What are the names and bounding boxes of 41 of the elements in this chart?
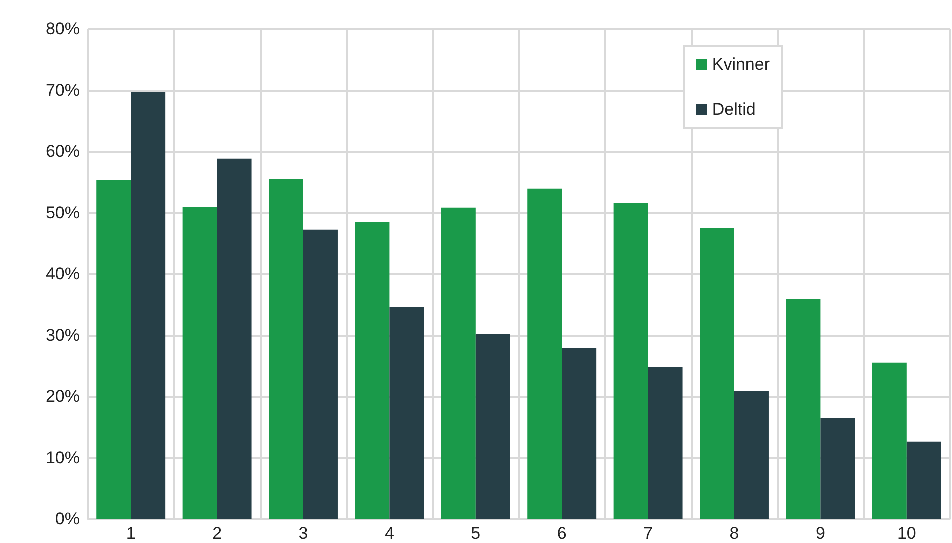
y-tick-label: 0%: [55, 510, 80, 528]
x-tick-label: 5: [471, 524, 481, 543]
bar: [131, 92, 166, 519]
bar: [872, 362, 907, 519]
y-tick-label: 20%: [46, 387, 80, 406]
y-tick-label: 80%: [46, 20, 80, 38]
bar: [355, 222, 390, 519]
bar: [182, 207, 218, 519]
y-tick-label: 60%: [46, 142, 80, 161]
bar: [269, 179, 304, 519]
legend-label: Deltid: [712, 100, 756, 119]
bar: [786, 299, 821, 519]
x-tick-label: 6: [557, 524, 567, 543]
bar: [304, 230, 338, 519]
x-tick-label: 4: [384, 524, 394, 543]
bar: [820, 418, 856, 519]
bar: [734, 390, 769, 519]
y-tick-label: 10%: [46, 448, 80, 468]
bar: [528, 188, 562, 519]
x-tick-label: 10: [897, 524, 916, 543]
bar: [700, 228, 734, 519]
x-tick-label: 1: [126, 524, 136, 543]
bar: [648, 367, 683, 519]
bar: [476, 334, 510, 519]
y-tick-label: 50%: [46, 203, 80, 222]
x-tick-label: 8: [730, 524, 740, 543]
y-tick-label: 30%: [46, 326, 80, 345]
x-tick-label: 7: [644, 524, 654, 543]
y-tick-label: 40%: [46, 264, 80, 284]
bar: [390, 307, 424, 519]
bar: [562, 348, 597, 519]
x-tick-label: 3: [298, 524, 308, 543]
bar: [217, 158, 252, 519]
legend-label: Kvinner: [712, 55, 770, 74]
bar: [441, 208, 476, 519]
y-tick-label: 70%: [46, 80, 80, 100]
bar: [96, 180, 132, 519]
x-tick-label: 9: [816, 524, 826, 543]
x-tick-label: 2: [212, 524, 222, 543]
bar: [906, 442, 942, 519]
bar: [614, 202, 648, 519]
